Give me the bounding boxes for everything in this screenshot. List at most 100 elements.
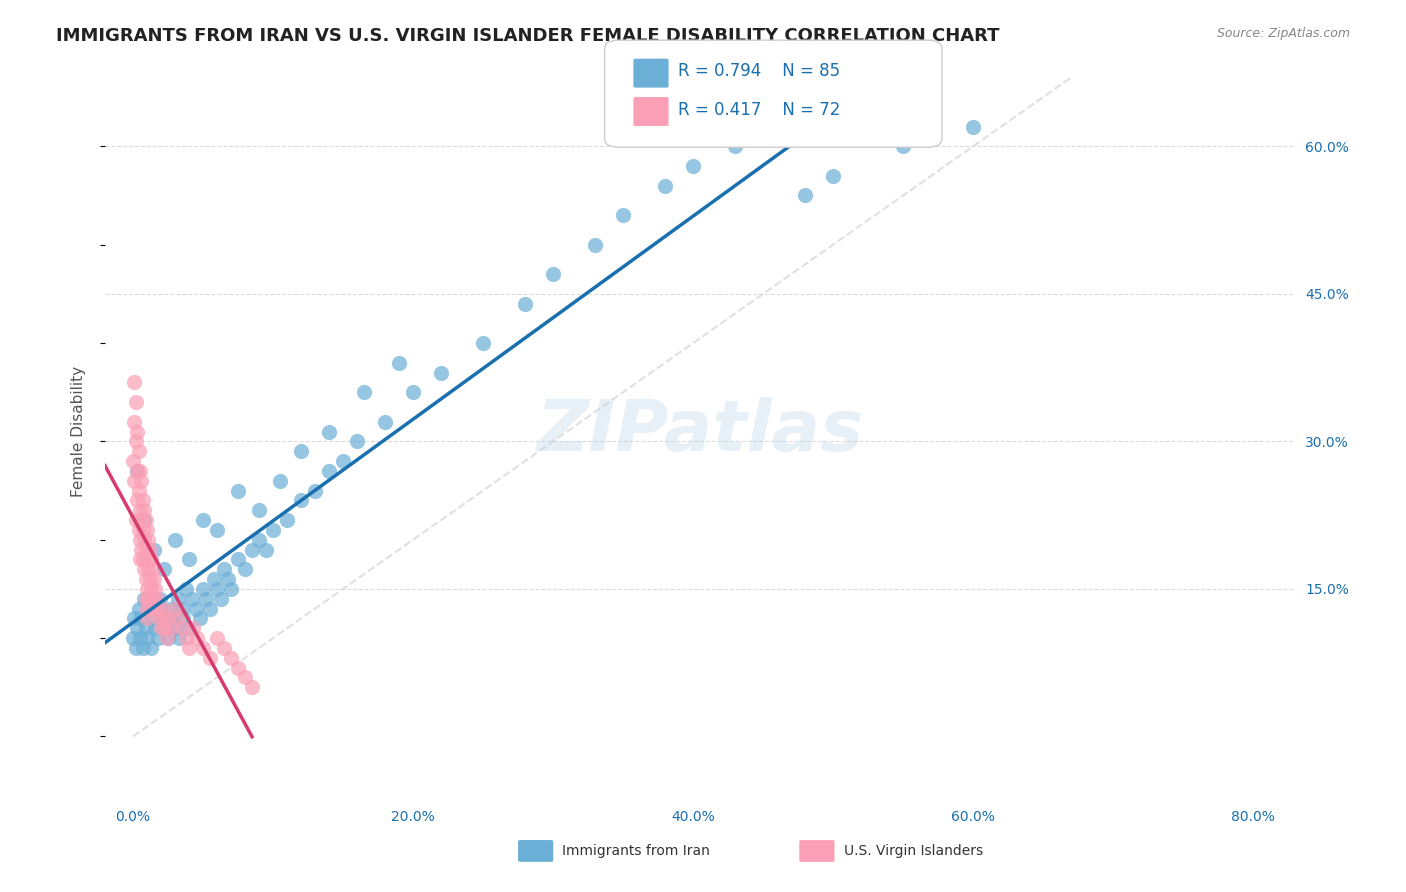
- Point: [138, 533, 160, 547]
- Point: [136, 611, 159, 625]
- Point: [891, 139, 914, 153]
- Point: [149, 591, 172, 606]
- Text: ZIPatlas: ZIPatlas: [537, 397, 863, 466]
- Point: [124, 611, 146, 625]
- Point: [159, 621, 181, 635]
- Point: [276, 513, 298, 527]
- Point: [135, 572, 157, 586]
- Point: [125, 513, 148, 527]
- Point: [132, 552, 155, 566]
- Point: [290, 493, 312, 508]
- Point: [153, 562, 176, 576]
- Point: [254, 542, 277, 557]
- Point: [143, 611, 166, 625]
- Text: 60.0%: 60.0%: [952, 810, 995, 824]
- Point: [163, 601, 186, 615]
- Point: [135, 513, 157, 527]
- Point: [170, 621, 193, 635]
- Text: R = 0.794    N = 85: R = 0.794 N = 85: [678, 62, 839, 80]
- Point: [332, 454, 354, 468]
- Point: [146, 591, 169, 606]
- Point: [198, 650, 221, 665]
- Point: [217, 572, 239, 586]
- Point: [134, 513, 156, 527]
- Point: [141, 582, 163, 596]
- Point: [129, 533, 152, 547]
- Point: [138, 562, 160, 576]
- Point: [136, 601, 159, 615]
- Point: [823, 169, 845, 183]
- Point: [128, 523, 150, 537]
- Point: [209, 591, 232, 606]
- Point: [513, 296, 536, 310]
- Point: [134, 591, 156, 606]
- Point: [138, 591, 160, 606]
- Point: [134, 503, 156, 517]
- Point: [139, 601, 162, 615]
- Point: [177, 552, 200, 566]
- Point: [148, 601, 170, 615]
- Point: [219, 582, 242, 596]
- Text: Immigrants from Iran: Immigrants from Iran: [562, 844, 710, 858]
- Point: [127, 464, 149, 478]
- Point: [374, 415, 396, 429]
- Point: [541, 267, 564, 281]
- Point: [962, 120, 984, 134]
- Point: [166, 591, 188, 606]
- Point: [125, 640, 148, 655]
- Point: [205, 582, 228, 596]
- Point: [124, 376, 146, 390]
- Point: [177, 621, 200, 635]
- Point: [141, 552, 163, 566]
- Point: [124, 474, 146, 488]
- Point: [145, 621, 167, 635]
- Point: [153, 611, 176, 625]
- Point: [177, 640, 200, 655]
- Point: [205, 631, 228, 645]
- Point: [240, 542, 263, 557]
- Point: [174, 631, 197, 645]
- Point: [219, 650, 242, 665]
- Point: [290, 444, 312, 458]
- Point: [156, 611, 179, 625]
- Point: [131, 474, 153, 488]
- Point: [752, 110, 775, 124]
- Text: IMMIGRANTS FROM IRAN VS U.S. VIRGIN ISLANDER FEMALE DISABILITY CORRELATION CHART: IMMIGRANTS FROM IRAN VS U.S. VIRGIN ISLA…: [56, 27, 1000, 45]
- Point: [139, 601, 162, 615]
- Point: [128, 444, 150, 458]
- Point: [142, 591, 165, 606]
- Point: [226, 483, 249, 498]
- Text: U.S. Virgin Islanders: U.S. Virgin Islanders: [844, 844, 983, 858]
- Point: [794, 188, 817, 202]
- Y-axis label: Female Disability: Female Disability: [72, 366, 86, 497]
- Point: [152, 601, 174, 615]
- Text: Source: ZipAtlas.com: Source: ZipAtlas.com: [1216, 27, 1350, 40]
- Point: [122, 631, 145, 645]
- Point: [127, 425, 149, 439]
- Text: 20.0%: 20.0%: [391, 810, 434, 824]
- Point: [150, 621, 173, 635]
- Point: [129, 552, 152, 566]
- Point: [181, 621, 204, 635]
- Point: [160, 611, 183, 625]
- Point: [166, 611, 188, 625]
- Point: [131, 542, 153, 557]
- Point: [167, 631, 190, 645]
- Point: [191, 513, 214, 527]
- Point: [233, 562, 256, 576]
- Point: [612, 208, 634, 222]
- Point: [247, 533, 270, 547]
- Point: [194, 591, 217, 606]
- Point: [128, 601, 150, 615]
- Point: [318, 425, 340, 439]
- Point: [402, 385, 425, 400]
- Point: [127, 464, 149, 478]
- Point: [682, 159, 704, 173]
- Point: [353, 385, 375, 400]
- Point: [129, 503, 152, 517]
- Point: [135, 621, 157, 635]
- Point: [125, 434, 148, 449]
- Point: [188, 611, 211, 625]
- Point: [132, 523, 155, 537]
- Point: [141, 640, 163, 655]
